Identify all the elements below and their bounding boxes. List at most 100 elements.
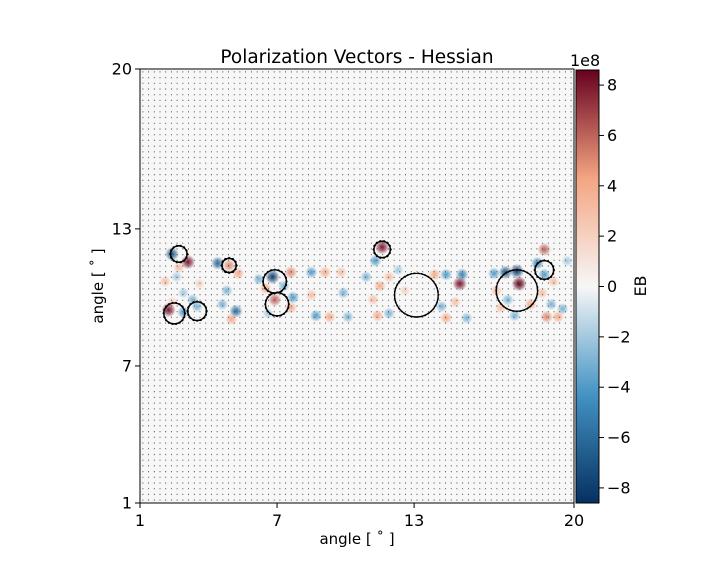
heatmap-blob xyxy=(284,265,298,279)
polarization-vectors xyxy=(142,71,572,501)
colorbar xyxy=(575,69,600,504)
edge-vector-ring xyxy=(169,244,189,264)
edge-vector-ring xyxy=(264,291,290,318)
y-tick-label: 13 xyxy=(112,219,132,238)
heatmap-blob xyxy=(161,302,176,318)
heatmap-blob xyxy=(210,256,225,270)
x-axis-ticks: 1 7 13 20 xyxy=(135,503,584,530)
heatmap-blob xyxy=(369,254,382,267)
heatmap-blob xyxy=(383,307,395,320)
heatmap-blob xyxy=(165,247,179,261)
edge-vector-ring xyxy=(220,256,238,275)
edge-vector-ring xyxy=(372,239,392,260)
heatmap-blob xyxy=(177,287,189,299)
heatmap-blob xyxy=(286,291,300,304)
heatmap-blob xyxy=(220,284,233,297)
heatmap-blob xyxy=(342,310,354,323)
heatmap-blob xyxy=(180,254,196,270)
heatmap-blob xyxy=(487,267,501,280)
colorbar-tick-label: 6 xyxy=(607,126,617,145)
edge-vector-ring xyxy=(186,300,208,322)
x-axis-label: angle [ ˚ ] xyxy=(319,530,394,548)
heatmap-blob xyxy=(371,309,384,322)
y-axis-label: angle [ ˚ ] xyxy=(89,248,107,323)
heatmap-blob xyxy=(159,275,171,288)
y-tick-label: 20 xyxy=(112,60,132,79)
heatmap-blob xyxy=(455,268,469,281)
y-tick-label: 7 xyxy=(122,356,132,375)
heatmap-blob xyxy=(278,280,290,292)
edge-vector-ring xyxy=(393,272,440,318)
heatmap-blob xyxy=(561,255,573,267)
x-tick-label: 7 xyxy=(272,511,282,530)
heatmap-blob xyxy=(399,284,411,297)
heatmap-blob xyxy=(373,279,386,293)
heatmap-blob xyxy=(551,310,565,323)
heatmap-blob xyxy=(501,293,514,306)
heatmap-blob xyxy=(305,289,318,301)
colorbar-tick-label: 8 xyxy=(607,76,617,95)
heatmap-blob xyxy=(508,309,521,322)
colorbar-tick-label: 2 xyxy=(607,227,617,246)
heatmap-blob xyxy=(305,266,318,279)
heatmap-blob xyxy=(439,268,453,281)
edge-vector-ring xyxy=(162,301,187,326)
colorbar-tick-label: −4 xyxy=(607,378,631,397)
x-tick-label: 13 xyxy=(404,511,424,530)
heatmap-blob xyxy=(392,264,404,276)
heatmap-blob xyxy=(547,275,560,288)
heatmap-blob xyxy=(360,271,372,283)
chart-title: Polarization Vectors - Hessian xyxy=(220,47,493,68)
plot-frame xyxy=(139,68,575,504)
colorbar-label: EB xyxy=(631,275,650,296)
heatmap-blob xyxy=(367,293,379,306)
heatmap-blob xyxy=(172,261,185,274)
heatmap-blob xyxy=(545,298,558,311)
heatmap-blob xyxy=(383,271,395,283)
heatmap-blob xyxy=(538,268,551,281)
y-tick-label: 1 xyxy=(122,494,132,513)
heatmap-blob xyxy=(439,311,453,325)
colorbar-tick-label: 4 xyxy=(607,176,617,195)
heatmap-blob xyxy=(177,306,190,319)
heatmap-blob xyxy=(449,296,462,308)
colorbar-tick-label: −6 xyxy=(607,428,631,447)
edge-vector-ring xyxy=(495,268,539,313)
heatmap-blob xyxy=(460,312,473,324)
heatmap-blob xyxy=(265,269,280,285)
heatmap-blob xyxy=(511,276,527,292)
colorbar-ticks: −8 −6 −4 −2 0 2 4 6 8 xyxy=(599,76,631,497)
y-axis-ticks: 1 7 13 20 xyxy=(112,60,140,513)
heatmap-blob xyxy=(191,300,203,313)
heatmap-blob xyxy=(495,301,507,314)
heatmap-blob xyxy=(537,242,551,257)
heatmap-blob xyxy=(435,300,448,313)
x-tick-label: 1 xyxy=(135,511,145,530)
heatmap-blob xyxy=(170,271,183,283)
colorbar-offset-text: 1e8 xyxy=(570,51,600,70)
heatmap-layer xyxy=(159,239,573,326)
heatmap-blob xyxy=(284,301,297,314)
heatmap-blob xyxy=(428,268,441,281)
colorbar-tick-label: −2 xyxy=(607,327,631,346)
plot-area xyxy=(140,69,574,503)
heatmap-blob xyxy=(222,259,236,272)
heatmap-blob xyxy=(225,312,238,326)
heatmap-blob xyxy=(524,298,537,311)
heatmap-blob xyxy=(216,298,229,311)
heatmap-blob xyxy=(262,307,274,319)
edge-vector-ring xyxy=(533,259,556,281)
heatmap-blob xyxy=(335,266,347,279)
heatmap-blob xyxy=(536,287,548,299)
heatmap-blob xyxy=(509,263,525,279)
heatmap-blob xyxy=(318,266,332,279)
heatmap-blob xyxy=(268,293,282,307)
x-tick-label: 20 xyxy=(564,511,584,530)
heatmap-blob xyxy=(337,287,350,299)
heatmap-blob xyxy=(252,273,265,285)
heatmap-blob xyxy=(374,239,390,255)
heatmap-blob xyxy=(323,310,336,323)
colorbar-tick-label: −8 xyxy=(607,478,631,497)
heatmap-blob xyxy=(540,310,553,324)
